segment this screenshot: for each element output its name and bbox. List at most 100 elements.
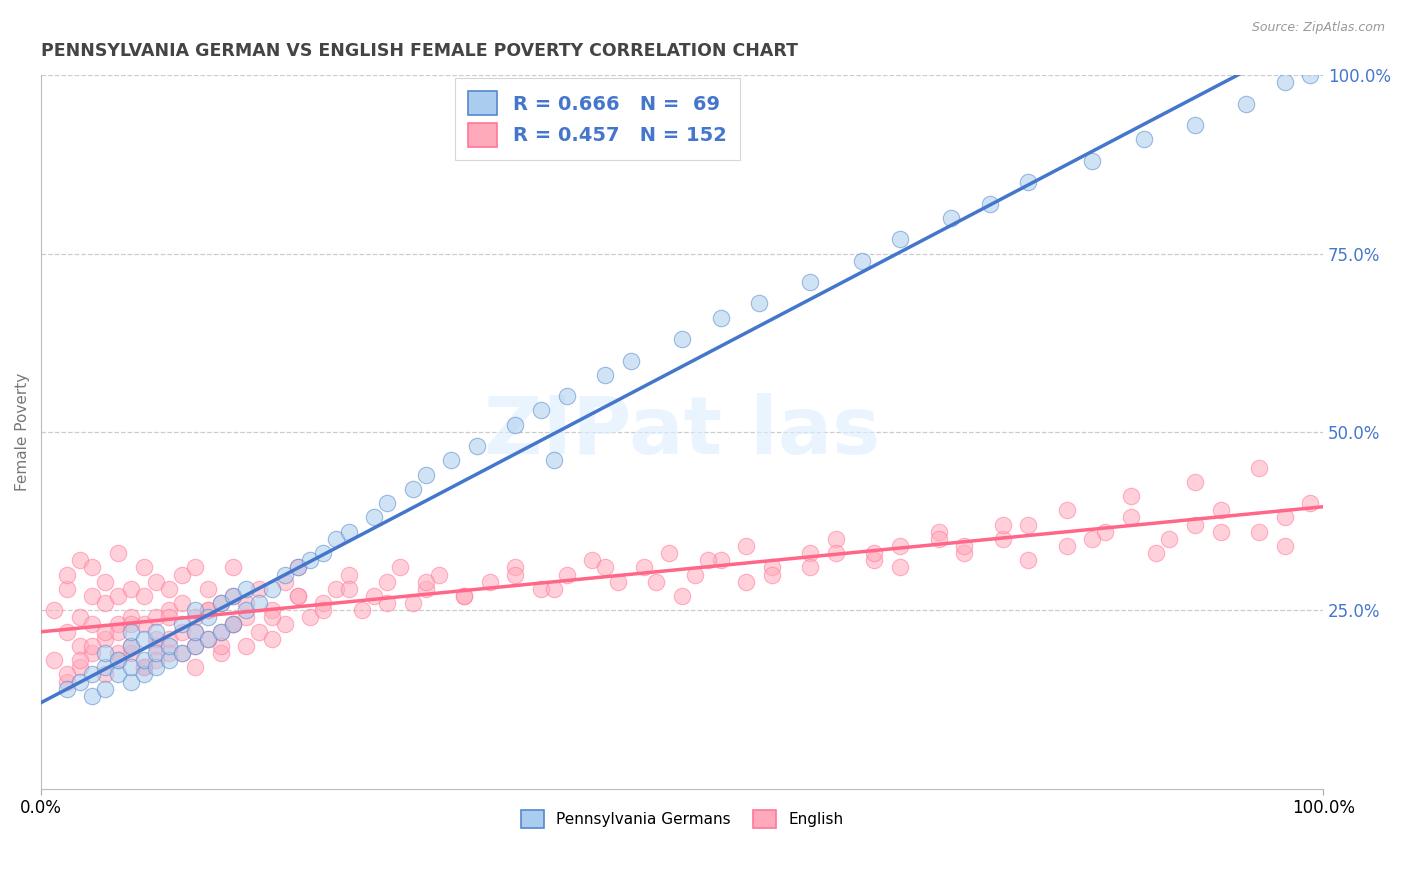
Point [184, 624, 207, 639]
Point [761, 567, 783, 582]
Point [1274, 75, 1296, 89]
Point [799, 546, 821, 560]
Point [312, 603, 335, 617]
Point [671, 332, 693, 346]
Point [132, 560, 155, 574]
Point [543, 453, 565, 467]
Point [530, 582, 553, 596]
Point [107, 617, 129, 632]
Point [107, 653, 129, 667]
Legend: Pennsylvania Germans, English: Pennsylvania Germans, English [515, 804, 849, 834]
Point [415, 582, 437, 596]
Point [465, 439, 488, 453]
Point [94, 632, 117, 646]
Point [299, 553, 322, 567]
Point [157, 603, 180, 617]
Point [325, 532, 347, 546]
Point [157, 646, 180, 660]
Point [157, 632, 180, 646]
Point [145, 632, 167, 646]
Point [991, 517, 1014, 532]
Point [735, 574, 758, 589]
Point [1146, 546, 1168, 560]
Point [1056, 539, 1078, 553]
Point [132, 632, 155, 646]
Point [235, 596, 257, 610]
Point [120, 639, 142, 653]
Point [1299, 496, 1322, 510]
Point [120, 646, 142, 660]
Point [555, 389, 578, 403]
Point [82, 689, 104, 703]
Point [209, 596, 232, 610]
Point [120, 617, 142, 632]
Point [120, 582, 142, 596]
Point [157, 582, 180, 596]
Point [222, 560, 245, 574]
Point [107, 646, 129, 660]
Point [82, 639, 104, 653]
Point [1234, 96, 1257, 111]
Point [287, 560, 309, 574]
Point [107, 589, 129, 603]
Point [1209, 503, 1232, 517]
Point [683, 567, 706, 582]
Point [172, 624, 194, 639]
Point [1184, 517, 1206, 532]
Point [363, 510, 385, 524]
Point [453, 589, 475, 603]
Point [94, 667, 117, 681]
Point [402, 596, 425, 610]
Point [172, 596, 194, 610]
Point [593, 560, 616, 574]
Point [94, 646, 117, 660]
Point [184, 639, 207, 653]
Point [69, 674, 91, 689]
Point [1184, 118, 1206, 132]
Point [799, 275, 821, 289]
Point [172, 646, 194, 660]
Point [337, 567, 360, 582]
Point [953, 539, 976, 553]
Point [273, 574, 295, 589]
Point [55, 582, 77, 596]
Point [620, 353, 643, 368]
Point [389, 560, 412, 574]
Point [645, 574, 668, 589]
Point [145, 610, 167, 624]
Point [530, 403, 553, 417]
Point [82, 560, 104, 574]
Point [1017, 517, 1039, 532]
Point [94, 624, 117, 639]
Point [184, 624, 207, 639]
Point [1184, 475, 1206, 489]
Point [222, 617, 245, 632]
Point [209, 596, 232, 610]
Point [120, 610, 142, 624]
Point [235, 610, 257, 624]
Point [991, 532, 1014, 546]
Point [312, 546, 335, 560]
Point [42, 603, 65, 617]
Point [132, 660, 155, 674]
Point [593, 368, 616, 382]
Point [197, 582, 219, 596]
Point [273, 617, 295, 632]
Point [222, 617, 245, 632]
Point [325, 582, 347, 596]
Point [735, 539, 758, 553]
Point [82, 667, 104, 681]
Point [132, 660, 155, 674]
Point [55, 674, 77, 689]
Point [299, 610, 322, 624]
Point [1274, 510, 1296, 524]
Point [889, 232, 911, 246]
Point [1299, 68, 1322, 82]
Point [55, 624, 77, 639]
Point [145, 574, 167, 589]
Point [222, 617, 245, 632]
Point [350, 603, 373, 617]
Point [132, 667, 155, 681]
Point [658, 546, 681, 560]
Point [1081, 153, 1104, 168]
